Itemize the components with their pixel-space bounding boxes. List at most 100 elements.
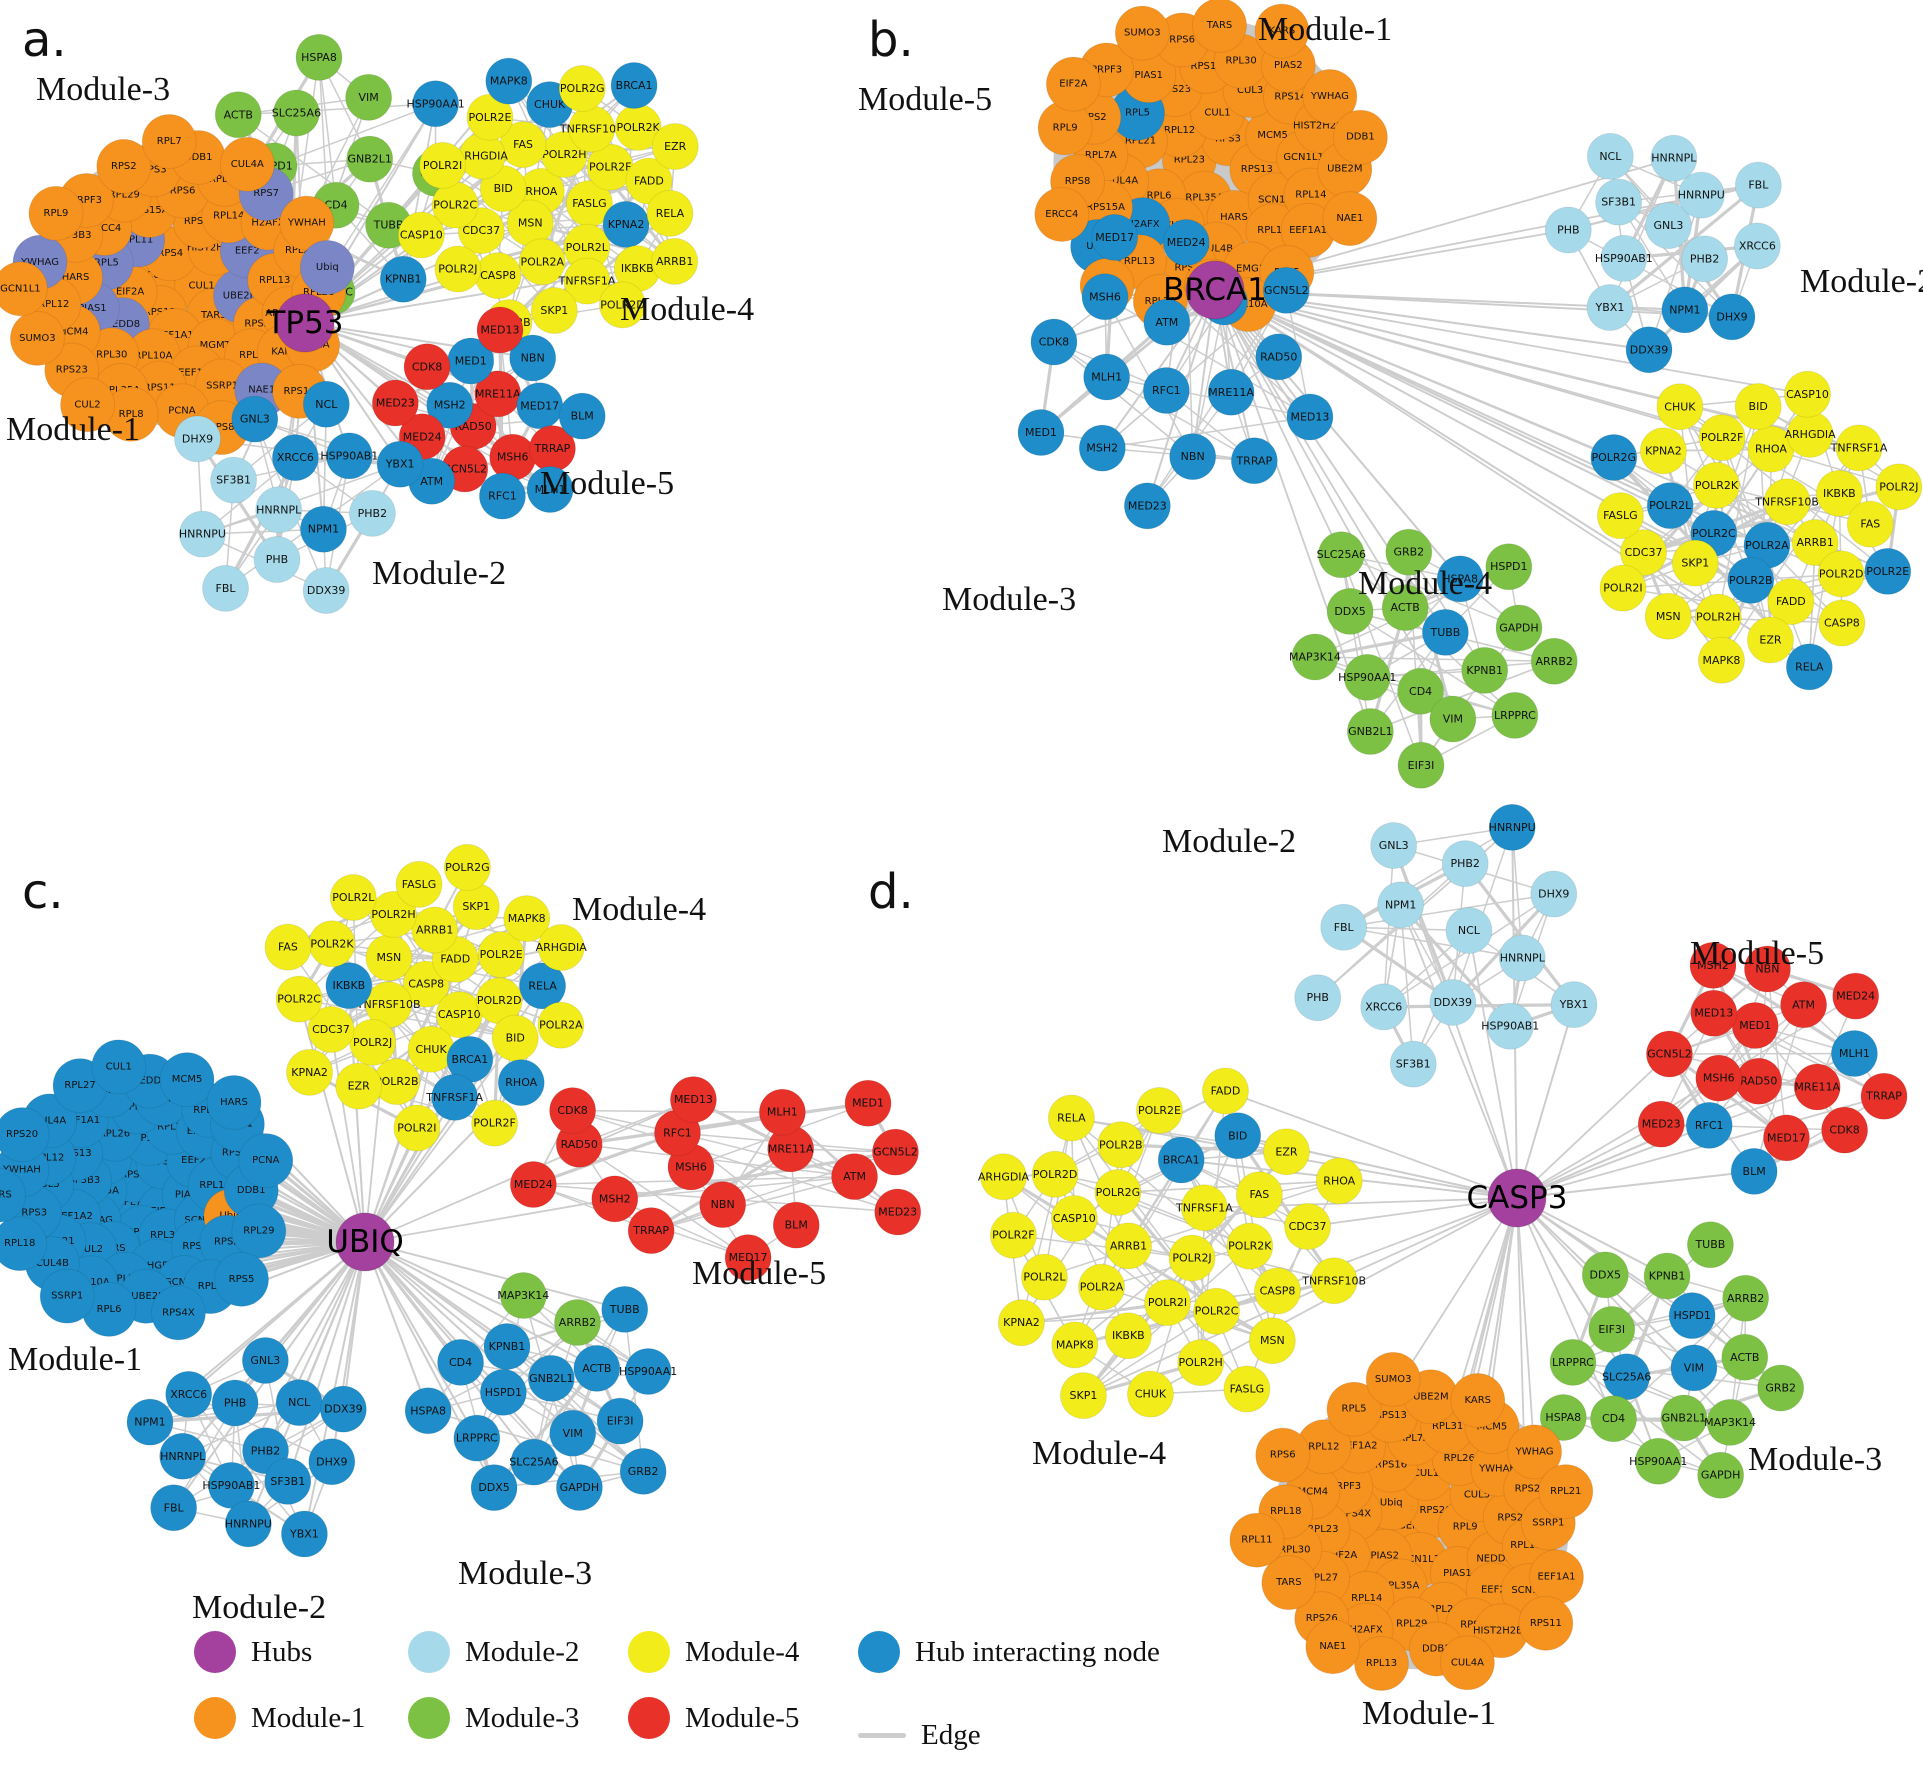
node-NCL: NCL [302, 380, 350, 428]
gene-node-circle [397, 211, 445, 259]
module-title-m4: Module-4 [1032, 1435, 1166, 1472]
gene-node-label: HNRNPL [160, 1450, 206, 1463]
node-MSH2: MSH2 [1689, 941, 1737, 989]
gene-node-label: GNL3 [1653, 219, 1683, 232]
gene-node-circle [479, 1368, 527, 1416]
node-MRE11A: MRE11A [474, 370, 522, 418]
gene-node-circle [173, 415, 221, 463]
panel-b: RPL23 RPS3 RPL35A RPL12 RPS13 RPL6 CUL1 HARS RPL… [858, 0, 1923, 789]
gene-node-circle [1832, 972, 1880, 1020]
node-GRB2: GRB2 [1385, 528, 1433, 576]
gene-node-label: SKP1 [462, 900, 490, 913]
edge [1420, 627, 1520, 766]
node-FASLG: FASLG [395, 860, 443, 908]
gene-node-label: ATM [420, 475, 443, 488]
gene-node-label: POLR2L [1023, 1271, 1066, 1284]
gene-node-circle [979, 1153, 1027, 1201]
hub-edge [1214, 289, 1808, 396]
gene-node-circle [1050, 1195, 1098, 1243]
node-POLR2D: POLR2D [1031, 1150, 1079, 1198]
node-MSN: MSN [1644, 592, 1692, 640]
gene-node-label: EEF1A1 [1537, 1571, 1575, 1582]
gene-node-label: YBX1 [1595, 301, 1625, 314]
node-HNRNPU: HNRNPU [225, 1500, 272, 1548]
gene-node-circle [1530, 870, 1578, 918]
gene-node-circle [126, 1398, 174, 1446]
node-HSPA8: HSPA8 [404, 1387, 452, 1435]
gene-node-label: GCN1L1 [0, 283, 41, 294]
gene-node-circle [1681, 235, 1729, 283]
node-CHUK: CHUK [1126, 1370, 1174, 1418]
edge [1341, 554, 1520, 629]
gene-node-label: DDX39 [1630, 343, 1668, 356]
gene-node-circle [1734, 383, 1782, 431]
gene-node-circle [1518, 1595, 1574, 1651]
gene-node-label: MED13 [1694, 1007, 1733, 1020]
gene-node-circle [499, 1271, 547, 1319]
gene-node-label: DDB1 [1346, 132, 1375, 143]
node-RPL18: RPL18 [0, 1216, 48, 1272]
gene-node-label: PIAS1 [1443, 1568, 1472, 1579]
gene-node-label: PIAS1 [1134, 70, 1163, 81]
gene-node-label: MSN [1260, 1334, 1285, 1347]
node-CASP8: CASP8 [1818, 599, 1866, 647]
gene-node-label: CASP10 [1053, 1212, 1096, 1225]
node-MLH1: MLH1 [1830, 1030, 1878, 1078]
edge [614, 1198, 749, 1259]
gene-node-circle [1590, 434, 1638, 482]
gene-node-circle [1226, 1222, 1274, 1270]
node-CUL1: CUL1 [91, 1039, 147, 1095]
node-NCL: NCL [1586, 132, 1634, 180]
gene-node-label: KPNA2 [1645, 444, 1682, 457]
gene-node-label: MLH1 [767, 1106, 798, 1119]
gene-node-circle [651, 237, 699, 285]
gene-node-circle [1126, 1370, 1174, 1418]
node-GAPDH: GAPDH [555, 1463, 603, 1511]
gene-node-circle [1645, 1030, 1693, 1078]
node-MCM5: MCM5 [159, 1052, 215, 1108]
gene-node-label: RPS6 [170, 186, 196, 197]
node-POLR2H: POLR2H [540, 130, 588, 178]
module-m2: NCL DDX39 NPM1 HNRNPL XRCC6 PHB2 HSP90AB1 FBL DH… [1162, 803, 1598, 1088]
gene-node-label: RAD50 [561, 1138, 598, 1151]
gene-node-label: RPS11 [144, 383, 176, 394]
edge [1464, 863, 1575, 1006]
gene-node-label: CD4 [1602, 1412, 1625, 1425]
gene-node-circle [1620, 529, 1668, 577]
node-VIM: VIM [1429, 695, 1477, 743]
node-MED1: MED1 [447, 337, 495, 385]
gene-node-label: POLR2D [1819, 567, 1864, 580]
node-GNL3: GNL3 [241, 1336, 289, 1384]
gene-node-label: RPS11 [1191, 61, 1223, 72]
node-KARS: KARS [1450, 1372, 1506, 1428]
node-KPNA2: KPNA2 [997, 1299, 1045, 1347]
gene-node-label: EEF1A2 [1340, 1441, 1378, 1452]
edge [1120, 1143, 1287, 1154]
gene-node-label: RPS5 [229, 1274, 255, 1285]
node-SLC25A6: SLC25A6 [1317, 531, 1366, 579]
node-SKP1: SKP1 [1059, 1372, 1107, 1420]
node-RELA: RELA [1785, 643, 1833, 691]
edge [1399, 904, 1414, 1065]
gene-node-label: MLH1 [1091, 370, 1122, 383]
gene-node-label: POLR2H [1696, 611, 1740, 624]
gene-node-circle [1317, 531, 1365, 579]
gene-node-circle [527, 1354, 575, 1402]
gene-node-circle [509, 1161, 557, 1209]
gene-node-label: GRB2 [1393, 546, 1424, 559]
edge [1106, 376, 1311, 418]
gene-node-label: POLR2A [520, 255, 564, 268]
gene-node-circle [1059, 1372, 1107, 1420]
gene-node-label: RPS15A [130, 205, 169, 216]
node-KPNB1: KPNB1 [1643, 1252, 1691, 1300]
gene-node-circle [1162, 218, 1210, 266]
hub-edge [330, 1029, 366, 1243]
node-POLR2F: POLR2F [989, 1211, 1037, 1259]
gene-node-label: ARRB2 [1727, 1292, 1764, 1305]
node-TNFRSF1A: TNFRSF1A [425, 1073, 483, 1121]
gene-node-label: MAP3K14 [497, 1289, 549, 1302]
gene-node-label: SUMO3 [19, 333, 56, 344]
gene-node-circle [1784, 370, 1832, 418]
node-CDK8: CDK8 [1030, 318, 1078, 366]
gene-node-label: TNFRSF10B [559, 122, 624, 135]
